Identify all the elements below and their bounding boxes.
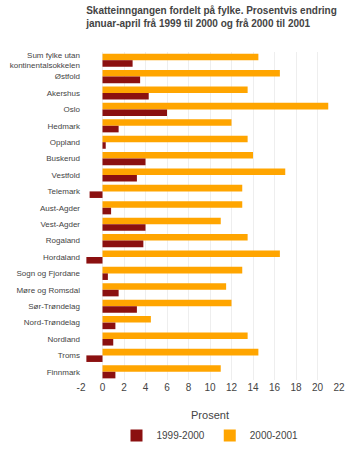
svg-text:4: 4 — [143, 382, 149, 393]
svg-text:10: 10 — [204, 382, 216, 393]
svg-text:Sogn og Fjordane: Sogn og Fjordane — [16, 269, 80, 278]
svg-text:Rogaland: Rogaland — [46, 236, 80, 245]
svg-text:Vest-Agder: Vest-Agder — [40, 220, 80, 229]
svg-text:Telemark: Telemark — [48, 187, 81, 196]
svg-text:Hordaland: Hordaland — [43, 253, 80, 262]
svg-text:Vestfold: Vestfold — [52, 171, 80, 180]
svg-text:Nord-Trøndelag: Nord-Trøndelag — [24, 318, 80, 327]
svg-text:1999-2000: 1999-2000 — [157, 430, 205, 441]
svg-text:20: 20 — [312, 382, 324, 393]
svg-text:14: 14 — [247, 382, 259, 393]
svg-text:Østfold: Østfold — [55, 72, 80, 81]
svg-text:16: 16 — [269, 382, 281, 393]
svg-text:Hedmark: Hedmark — [48, 122, 81, 131]
svg-text:2000-2001: 2000-2001 — [250, 430, 298, 441]
svg-text:Sør-Trøndelag: Sør-Trøndelag — [28, 302, 80, 311]
svg-text:Buskerud: Buskerud — [46, 154, 80, 163]
svg-text:Finnmark: Finnmark — [47, 368, 81, 377]
svg-text:22: 22 — [333, 382, 345, 393]
svg-text:-2: -2 — [77, 382, 86, 393]
svg-text:12: 12 — [226, 382, 238, 393]
svg-text:Oslo: Oslo — [64, 105, 81, 114]
svg-text:Nordland: Nordland — [48, 335, 80, 344]
svg-text:2: 2 — [121, 382, 127, 393]
svg-text:18: 18 — [290, 382, 302, 393]
svg-text:6: 6 — [164, 382, 170, 393]
svg-text:Skatteinngangen fordelt på fyl: Skatteinngangen fordelt på fylke. Prosen… — [85, 5, 337, 29]
svg-text:Prosent: Prosent — [191, 409, 229, 421]
svg-text:0: 0 — [100, 382, 106, 393]
svg-text:8: 8 — [186, 382, 192, 393]
svg-text:Aust-Agder: Aust-Agder — [40, 204, 80, 213]
svg-text:Akershus: Akershus — [47, 89, 80, 98]
svg-text:Sum fylke utankontinentalsokke: Sum fylke utankontinentalsokkelen — [10, 51, 80, 70]
svg-text:Troms: Troms — [58, 351, 80, 360]
svg-text:Oppland: Oppland — [50, 138, 80, 147]
svg-text:Møre og Romsdal: Møre og Romsdal — [16, 286, 80, 295]
